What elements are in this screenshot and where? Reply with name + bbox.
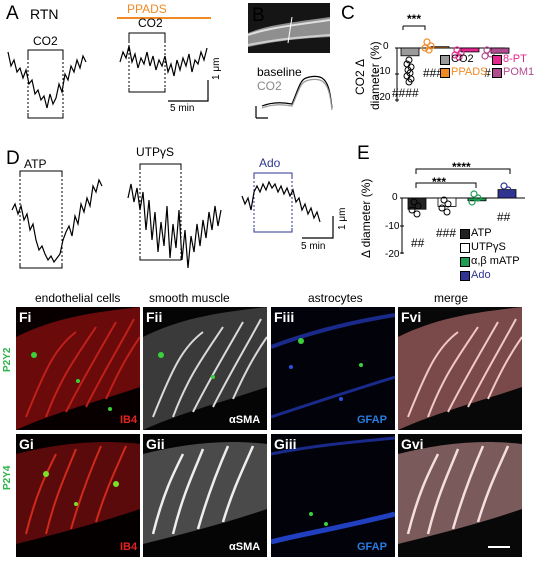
image-giii bbox=[271, 434, 395, 557]
panel-b-vessel-image bbox=[248, 3, 330, 53]
panel-e-sig-top: **** bbox=[452, 160, 471, 174]
panel-e-ylabel: Δ diameter (%) bbox=[359, 178, 373, 258]
panel-a-treatment: PPADS bbox=[127, 2, 167, 16]
label-fi: Fi bbox=[19, 309, 32, 325]
legend-e-atp-swatch bbox=[460, 229, 470, 239]
label-ado: Ado bbox=[259, 156, 281, 170]
panel-d-letter: D bbox=[6, 148, 20, 169]
stain-ib4-g: IB4 bbox=[120, 541, 138, 553]
panel-c-ylabel-1: CO2 Δ bbox=[353, 58, 367, 95]
legend-e-ado-swatch bbox=[460, 271, 470, 281]
legend-c-pom1: POM1 bbox=[503, 66, 535, 78]
panel-c-ytick-0: 0 bbox=[383, 41, 389, 52]
panel-e-sig-ado: ## bbox=[497, 210, 511, 224]
col-title-smooth-muscle: smooth muscle bbox=[149, 291, 230, 305]
bar-co2 bbox=[400, 47, 420, 57]
label-utp: UTPγS bbox=[136, 145, 175, 159]
image-gvi bbox=[398, 434, 522, 557]
panel-a-title: RTN bbox=[30, 6, 59, 22]
panel-d-traces bbox=[11, 163, 334, 269]
stain-gfap-f: GFAP bbox=[357, 414, 387, 426]
row-label-p2y4: P2Y4 bbox=[2, 465, 13, 490]
label-fiii: Fiii bbox=[274, 309, 295, 325]
label-gi: Gi bbox=[19, 436, 34, 452]
legend-e-abmatp: α,β mATP bbox=[471, 255, 520, 267]
legend-baseline: baseline bbox=[257, 65, 302, 79]
panel-c-ytick-2: -20 bbox=[376, 92, 391, 103]
legend-c-8pt: 8-PT bbox=[503, 53, 527, 65]
image-fvi bbox=[398, 307, 522, 430]
panel-c-sig-ppads: ### bbox=[423, 66, 444, 80]
panel-c-ytick-1: -10 bbox=[376, 66, 391, 77]
ppads-bar bbox=[117, 17, 211, 19]
legend-c-8pt-swatch bbox=[492, 55, 502, 65]
co2-label-2: CO2 bbox=[138, 16, 163, 30]
label-giii: Giii bbox=[274, 436, 297, 452]
legend-e-atp: ATP bbox=[471, 227, 492, 239]
legend-e-abmatp-swatch bbox=[460, 257, 470, 267]
panel-e-letter: E bbox=[357, 143, 370, 164]
panel-e-ytick-0: 0 bbox=[392, 192, 398, 203]
legend-e-utp-swatch bbox=[460, 243, 470, 253]
panel-a-traces bbox=[7, 32, 209, 119]
stain-asma-f: αSMA bbox=[229, 414, 261, 426]
scale-time-a: 5 min bbox=[170, 103, 195, 114]
image-fii bbox=[143, 307, 267, 430]
panel-c-sig-8pt: # bbox=[484, 66, 491, 80]
label-fii: Fii bbox=[146, 309, 163, 325]
scale-time-d: 5 min bbox=[301, 241, 326, 252]
panel-c-bars bbox=[400, 46, 510, 57]
stain-asma-g: αSMA bbox=[229, 541, 261, 553]
col-title-merge: merge bbox=[434, 291, 469, 305]
legend-c-co2-swatch bbox=[440, 55, 450, 65]
panel-c-sig-top: *** bbox=[407, 12, 422, 26]
panel-a-letter: A bbox=[6, 3, 19, 24]
stain-ib4-f: IB4 bbox=[120, 414, 138, 426]
bar-ado bbox=[497, 189, 517, 199]
label-gii: Gii bbox=[146, 436, 165, 452]
legend-c-pom1-swatch bbox=[492, 68, 502, 78]
panel-e-sig-mid: *** bbox=[432, 175, 447, 189]
panel-c-sig-co2: #### bbox=[392, 86, 419, 100]
panel-c-chart bbox=[395, 25, 510, 102]
legend-e-utp: UTPγS bbox=[471, 241, 506, 253]
image-fiii bbox=[271, 307, 395, 430]
label-atp: ATP bbox=[24, 157, 47, 171]
panel-e-ytick-1: -10 bbox=[385, 221, 400, 232]
col-title-astrocytes: astrocytes bbox=[308, 291, 363, 305]
row-label-p2y2: P2Y2 bbox=[2, 347, 13, 372]
panel-e-ytick-2: -20 bbox=[385, 249, 400, 260]
panel-c-letter: C bbox=[341, 3, 355, 24]
panel-e-chart bbox=[400, 168, 525, 254]
legend-c-ppads-swatch bbox=[440, 68, 450, 78]
legend-co2: CO2 bbox=[257, 79, 282, 93]
legend-c-co2: CO2 bbox=[451, 53, 474, 65]
label-gvi: Gvi bbox=[401, 436, 424, 452]
image-gii bbox=[143, 434, 267, 557]
label-fvi: Fvi bbox=[401, 309, 422, 325]
co2-label-1: CO2 bbox=[33, 34, 58, 48]
legend-e-ado: Ado bbox=[471, 269, 491, 281]
image-fi bbox=[16, 307, 140, 430]
col-title-endothelial: endothelial cells bbox=[35, 291, 121, 305]
image-gi bbox=[16, 434, 140, 557]
panel-b-letter: B bbox=[252, 5, 265, 26]
legend-c-ppads: PPADS bbox=[451, 66, 488, 78]
panel-e-sig-atp: ## bbox=[411, 236, 425, 250]
stain-gfap-g: GFAP bbox=[357, 541, 387, 553]
profile-plot bbox=[255, 75, 333, 119]
panel-e-sig-utp: ### bbox=[436, 226, 457, 240]
